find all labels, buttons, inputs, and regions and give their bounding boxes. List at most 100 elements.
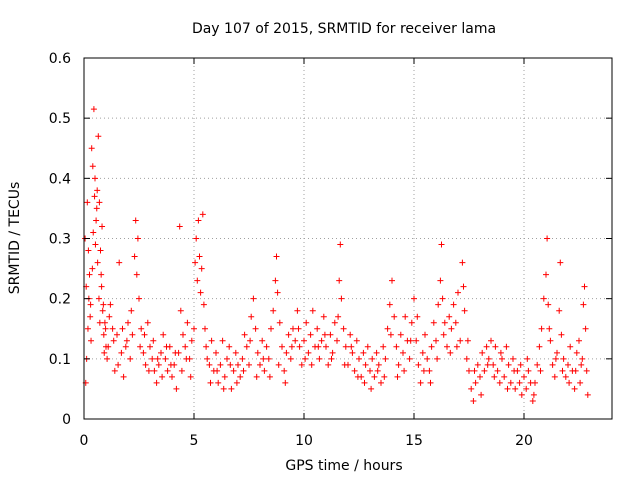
data-point [356,355,362,362]
data-point [134,235,141,242]
data-point [89,265,96,272]
data-point [272,277,279,284]
data-point [292,337,299,344]
chart-title: Day 107 of 2015, SRMTID for receiver lam… [192,21,496,37]
data-point [88,145,95,152]
data-point [545,301,552,308]
data-point [408,319,415,326]
data-point [241,331,248,338]
data-point [235,361,241,368]
data-point [125,319,131,326]
data-point [393,343,400,350]
data-point [214,367,221,374]
data-point [455,289,461,296]
data-point [518,391,525,398]
data-point [321,331,328,338]
data-point [496,379,503,386]
data-point [282,379,289,386]
data-point [118,349,125,356]
x-axis-label: GPS time / hours [285,458,402,474]
data-point [270,307,277,314]
data-point [232,349,239,356]
data-point [177,307,184,314]
data-point [560,355,567,362]
data-point [501,373,508,380]
x-tick-label: 0 [80,433,89,449]
data-point [283,349,290,356]
data-point [478,391,485,398]
data-point [275,361,282,368]
data-point [150,337,157,344]
data-point [565,361,571,368]
data-point [243,343,250,350]
data-point [536,343,543,350]
data-point [221,373,228,380]
data-point [444,343,450,350]
data-point [556,307,563,314]
data-point [96,199,103,206]
data-point [549,361,556,368]
data-point [401,367,408,374]
data-point [183,355,190,362]
data-point [162,355,169,362]
data-point [320,313,327,320]
data-point [213,349,219,356]
data-point [90,229,97,236]
data-point [342,343,349,350]
data-point [172,349,179,356]
data-point [261,367,268,374]
data-point [318,337,325,344]
data-point [92,241,99,248]
data-point [530,391,537,398]
data-point [316,355,323,362]
data-point [464,337,471,344]
data-point [315,343,322,350]
data-point [197,289,204,296]
data-point [208,337,215,344]
data-point [87,313,94,320]
data-point [446,313,453,320]
data-point [153,379,160,386]
data-point [119,325,126,332]
data-point [123,337,130,344]
data-point [348,343,355,350]
data-point [577,379,584,386]
data-point [391,313,398,320]
data-point [167,361,174,368]
data-point [193,235,200,242]
data-point [95,295,102,302]
axis-ticks: 0 0.1 0.2 0.3 0.4 0.5 0.6 0 5 10 15 20 [49,51,612,449]
data-point [224,355,230,362]
data-point [273,253,280,260]
data-point [544,235,551,242]
data-point [104,355,111,362]
data-point [301,337,307,344]
data-point [492,343,499,350]
data-point [202,325,208,332]
data-point [226,343,233,350]
data-point [369,355,376,362]
data-point [215,379,222,386]
data-point [230,367,237,374]
data-point [380,343,387,350]
data-point [127,355,134,362]
data-point [260,355,267,362]
data-point [375,361,382,368]
data-point [341,361,348,368]
data-point [461,307,468,314]
data-point [557,259,564,266]
data-point [329,349,336,356]
data-point [437,277,444,284]
data-point [483,343,490,350]
data-point [471,367,478,374]
data-point [551,373,558,380]
data-point [180,331,186,338]
data-point [298,361,305,368]
data-point [173,385,180,392]
data-point [107,301,114,308]
y-tick-label: 0.2 [49,292,71,308]
data-point [381,373,388,380]
data-point [477,373,483,380]
data-point [411,295,417,302]
x-tick-label: 5 [190,433,199,449]
